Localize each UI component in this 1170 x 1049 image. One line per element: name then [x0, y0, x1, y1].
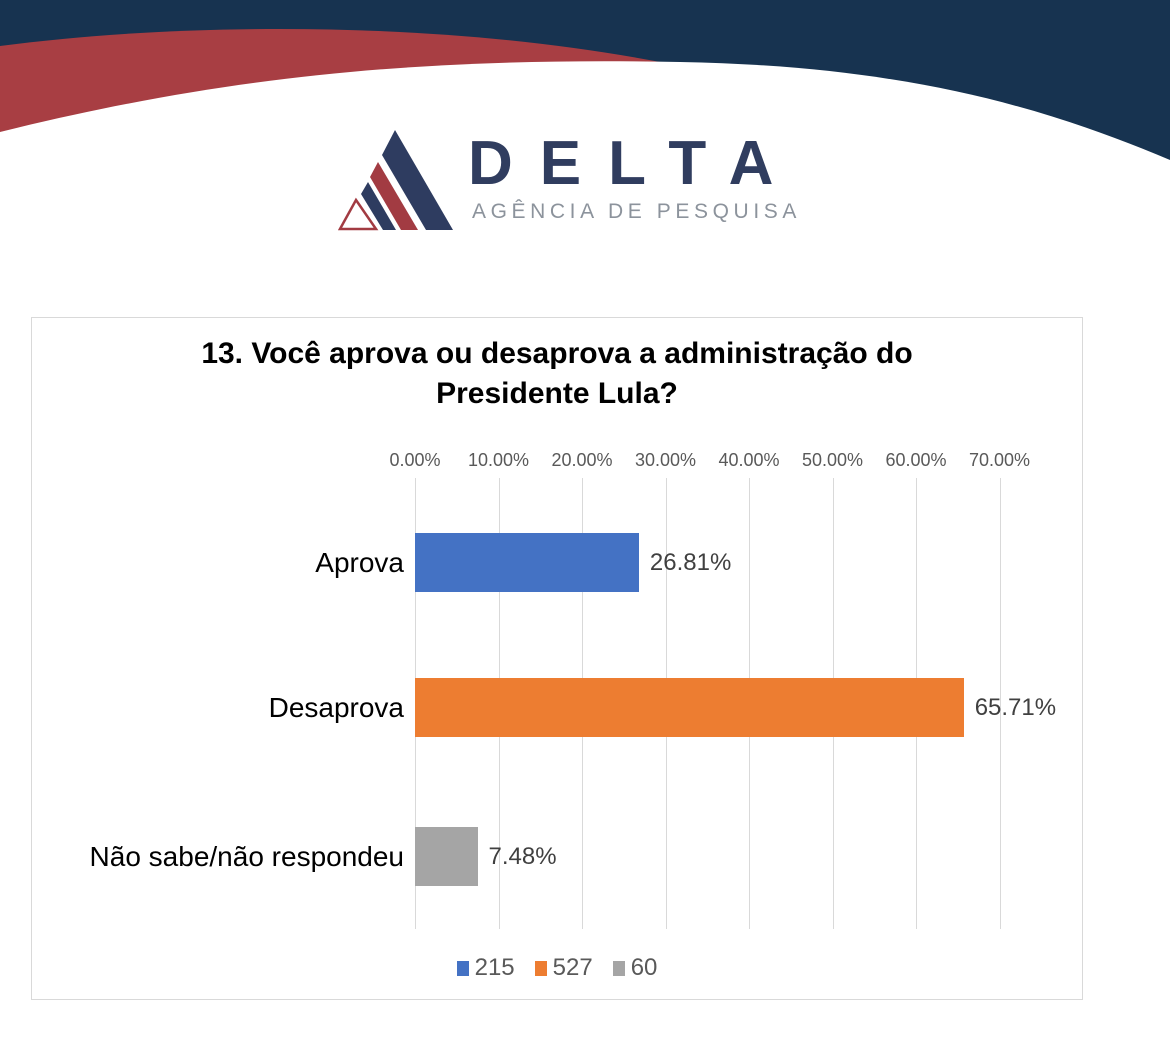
- chart-title-line1: 13. Você aprova ou desaprova a administr…: [201, 337, 913, 370]
- legend-item: 215: [456, 954, 515, 982]
- x-axis-tick-label: 60.00%: [885, 450, 947, 470]
- legend-swatch: [612, 960, 625, 976]
- header-waves: [0, 0, 1170, 250]
- chart-title: 13. Você aprova ou desaprova a administr…: [32, 334, 1082, 414]
- gridline: [999, 478, 1001, 929]
- chart-title-line2: Presidente Lula?: [436, 377, 678, 410]
- legend-label: 215: [474, 954, 515, 981]
- plot-area: 0.00% 10.00% 20.00% 30.00% 40.00% 50.00% 60.00…: [32, 318, 1082, 999]
- logo-stripe-navy-inner: [361, 182, 396, 230]
- value-label: 7.48%: [488, 842, 557, 870]
- legend-label: 527: [552, 954, 593, 981]
- x-axis-tick-label: 70.00%: [968, 450, 1031, 470]
- chart-legend: 215 527 60: [32, 954, 1082, 982]
- legend-item: 527: [534, 954, 593, 982]
- category-label: Não sabe/não respondeu: [89, 840, 404, 872]
- value-label: 26.81%: [649, 548, 732, 576]
- legend-label: 60: [630, 954, 658, 981]
- logo-outline-triangle: [338, 197, 379, 231]
- logo-stripe-red: [370, 162, 418, 230]
- legend-swatch: [534, 960, 547, 976]
- chart-panel: 13. Você aprova ou desaprova a administr…: [31, 317, 1083, 1000]
- logo-triangle-icon: [338, 130, 453, 231]
- category-label: Desaprova: [268, 691, 404, 723]
- brand-tagline: AGÊNCIA DE PESQUISA: [472, 200, 801, 223]
- bar-1: [415, 533, 639, 592]
- bar-2: [415, 678, 964, 737]
- category-label: Aprova: [315, 546, 404, 578]
- logo-stripe-navy-main: [382, 130, 453, 230]
- x-axis-tick-label: 0.00%: [389, 450, 441, 470]
- x-axis-tick-label: 20.00%: [551, 450, 613, 470]
- x-axis-tick-label: 30.00%: [634, 450, 697, 470]
- header-white-wave: [0, 61, 1170, 250]
- brand-name: DELTA: [468, 129, 801, 198]
- value-label: 65.71%: [974, 693, 1057, 721]
- legend-swatch: [456, 960, 469, 976]
- x-axis-tick-label: 10.00%: [467, 450, 530, 470]
- x-axis-tick-label: 50.00%: [801, 450, 864, 470]
- legend-item: 60: [612, 954, 658, 982]
- bar-3: [415, 827, 478, 886]
- x-axis-tick-label: 40.00%: [718, 450, 780, 470]
